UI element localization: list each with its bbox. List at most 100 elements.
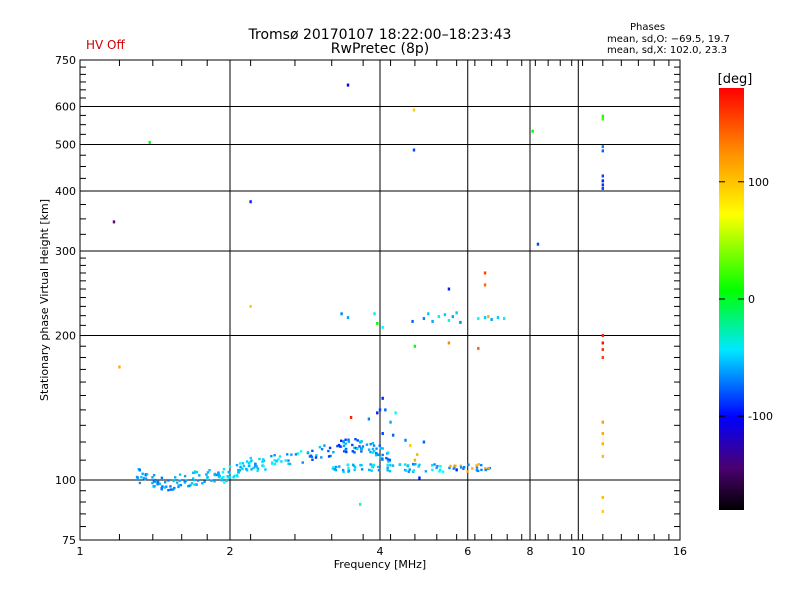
data-point bbox=[264, 468, 267, 471]
data-point bbox=[413, 458, 417, 462]
data-point bbox=[144, 473, 147, 476]
data-point bbox=[138, 481, 142, 485]
data-point bbox=[206, 475, 209, 479]
data-point bbox=[483, 271, 487, 275]
data-point bbox=[222, 476, 225, 479]
data-point bbox=[436, 464, 439, 468]
data-point bbox=[143, 477, 147, 481]
data-point bbox=[439, 468, 442, 471]
data-point bbox=[226, 475, 229, 478]
data-point bbox=[152, 473, 156, 477]
data-point bbox=[215, 473, 219, 477]
data-point bbox=[250, 459, 253, 462]
x-axis-label: Frequency [MHz] bbox=[334, 558, 426, 571]
data-point bbox=[261, 458, 265, 461]
data-point bbox=[427, 312, 430, 316]
data-point bbox=[225, 478, 228, 482]
data-point bbox=[138, 468, 142, 471]
data-point bbox=[241, 462, 245, 465]
data-point bbox=[418, 476, 421, 480]
data-point bbox=[227, 470, 230, 474]
data-point bbox=[353, 466, 357, 469]
data-point bbox=[353, 451, 356, 454]
data-point bbox=[217, 473, 221, 477]
data-point bbox=[378, 408, 382, 412]
data-point bbox=[158, 482, 161, 486]
data-point bbox=[213, 472, 217, 476]
data-point bbox=[466, 470, 469, 473]
data-point bbox=[320, 447, 324, 451]
data-point bbox=[220, 479, 223, 482]
data-point bbox=[388, 469, 392, 473]
data-point bbox=[447, 341, 451, 345]
x-tick-label: 10 bbox=[571, 545, 585, 558]
data-point bbox=[167, 479, 170, 482]
data-point bbox=[385, 456, 388, 460]
data-point bbox=[184, 479, 188, 483]
data-point bbox=[480, 468, 483, 472]
data-point bbox=[365, 443, 369, 446]
data-point bbox=[360, 468, 364, 471]
data-point bbox=[601, 174, 605, 178]
data-point bbox=[374, 454, 378, 457]
data-point bbox=[381, 447, 384, 450]
x-tick-label: 16 bbox=[673, 545, 687, 558]
data-point bbox=[369, 450, 372, 454]
stats-title: Phases bbox=[630, 22, 666, 33]
data-point bbox=[167, 488, 170, 492]
data-point bbox=[435, 466, 438, 469]
data-point bbox=[371, 447, 375, 451]
data-point bbox=[601, 114, 605, 118]
data-point bbox=[388, 460, 391, 463]
data-point bbox=[245, 460, 249, 463]
data-point bbox=[372, 444, 376, 447]
data-point bbox=[154, 480, 157, 484]
data-point bbox=[384, 408, 387, 412]
data-point bbox=[179, 483, 183, 487]
data-point bbox=[452, 467, 455, 470]
data-point bbox=[346, 463, 350, 466]
data-point bbox=[433, 463, 436, 466]
data-point bbox=[135, 475, 139, 479]
data-point bbox=[223, 481, 226, 484]
data-point bbox=[369, 442, 372, 446]
data-point bbox=[389, 420, 392, 424]
data-point bbox=[345, 450, 348, 454]
data-point bbox=[601, 183, 605, 187]
data-point bbox=[377, 469, 381, 472]
data-point bbox=[178, 473, 182, 476]
data-point bbox=[249, 304, 252, 308]
x-tick-label: 4 bbox=[377, 545, 384, 558]
data-point bbox=[379, 447, 383, 450]
data-point bbox=[151, 476, 154, 479]
data-point bbox=[391, 464, 395, 467]
data-point bbox=[232, 476, 235, 479]
data-point bbox=[360, 463, 363, 467]
data-point bbox=[315, 454, 318, 457]
data-point bbox=[169, 485, 172, 488]
x-tick-labels: 1 2 4 6 8 10 16 bbox=[77, 545, 688, 558]
data-point bbox=[242, 464, 246, 468]
data-point bbox=[601, 509, 605, 513]
data-point bbox=[152, 480, 156, 483]
data-point bbox=[455, 468, 458, 472]
data-point bbox=[192, 471, 195, 475]
data-point bbox=[361, 445, 365, 448]
y-tick-label: 500 bbox=[55, 139, 76, 152]
data-point bbox=[447, 318, 451, 322]
data-point bbox=[351, 450, 354, 453]
data-point bbox=[320, 456, 323, 459]
data-point bbox=[531, 129, 534, 133]
data-point bbox=[467, 463, 470, 466]
data-point bbox=[417, 465, 420, 468]
data-point bbox=[287, 459, 290, 462]
data-point bbox=[477, 463, 480, 466]
data-point bbox=[252, 466, 255, 470]
data-point bbox=[178, 479, 181, 482]
data-point bbox=[376, 453, 380, 456]
data-point bbox=[288, 462, 292, 466]
data-point bbox=[379, 456, 382, 459]
data-point bbox=[311, 458, 314, 461]
data-point bbox=[344, 448, 347, 452]
